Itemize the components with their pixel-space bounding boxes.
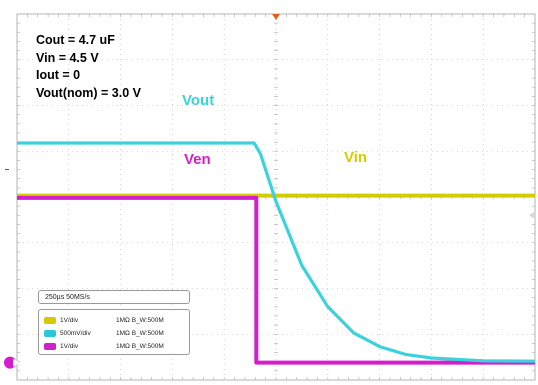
trigger-position-marker [272, 14, 280, 20]
ground-arrow-icon [13, 358, 19, 367]
channel-settings-table: 1V/div 1MΩ B_W:500M 500mV/div 1MΩ B_W:500M… [38, 309, 190, 355]
timebase-readout: 250µs 50MS/s [38, 290, 190, 304]
vout-trace [17, 141, 536, 363]
channel-row: 1V/div 1MΩ B_W:500M [44, 314, 185, 327]
channel-3-badge [44, 343, 56, 350]
channel-1-impedance: 1MΩ B_W:500M [116, 317, 164, 324]
vout-nom-condition: Vout(nom) = 3.0 V [36, 85, 141, 100]
channel-2-impedance: 1MΩ B_W:500M [116, 330, 164, 337]
scope-markers [4, 14, 535, 369]
cout-condition: Cout = 4.7 uF [36, 33, 115, 47]
test-conditions: Cout = 4.7 uF Vin = 4.5 V Iout = 0 Vout(… [36, 32, 141, 102]
channel-3-impedance: 1MΩ B_W:500M [116, 343, 164, 350]
channel-1-badge [44, 317, 56, 324]
channel-1-vdiv: 1V/div [60, 317, 79, 324]
channel-2-vdiv: 500mV/div [60, 330, 91, 337]
channel-row: 500mV/div 1MΩ B_W:500M [44, 327, 185, 340]
waveform-traces [17, 141, 536, 365]
channel-2-badge [44, 330, 56, 337]
ven-trace-label: Ven [184, 151, 211, 168]
iout-condition: Iout = 0 [36, 68, 81, 82]
vin-trace-label: Vin [344, 149, 368, 166]
channel-row: 1V/div 1MΩ B_W:500M [44, 340, 185, 353]
trigger-level-marker [529, 211, 535, 220]
vout-trace-label: Vout [182, 92, 215, 109]
vin-condition: Vin = 4.5 V [36, 50, 99, 65]
channel-3-vdiv: 1V/div [60, 343, 79, 350]
